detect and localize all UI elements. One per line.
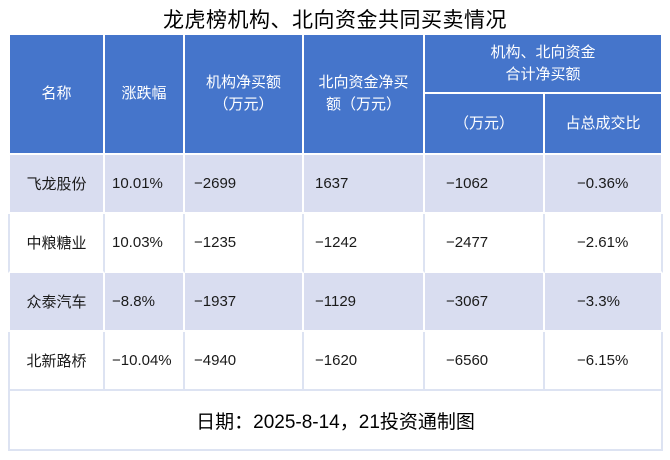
page-title: 龙虎榜机构、北向资金共同买卖情况 bbox=[163, 9, 507, 32]
table-row: 北新路桥 −10.04% −4940 −1620 −6560 −6.15% bbox=[8, 332, 664, 391]
cell-stock-name: 飞龙股份 bbox=[8, 155, 105, 214]
cell-ratio: −0.36% bbox=[545, 155, 664, 214]
cell-north-net: −1242 bbox=[304, 214, 425, 273]
col-header-name: 名称 bbox=[8, 35, 105, 155]
col-header-inst-net: 机构净买额 （万元） bbox=[185, 35, 304, 155]
col-header-change: 涨跌幅 bbox=[105, 35, 185, 155]
cell-inst-net: −1937 bbox=[185, 273, 304, 332]
cell-change: −10.04% bbox=[105, 332, 185, 391]
table-row: 飞龙股份 10.01% −2699 1637 −1062 −0.36% bbox=[8, 155, 664, 214]
col-header-combined-ratio: 占总成交比 bbox=[545, 94, 664, 155]
col-header-north-net: 北向资金净买 额（万元） bbox=[304, 35, 425, 155]
table-footer-row: 日期：2025-8-14，21投资通制图 bbox=[8, 391, 664, 451]
cell-change: 10.03% bbox=[105, 214, 185, 273]
cell-inst-net: −1235 bbox=[185, 214, 304, 273]
table-header: 名称 涨跌幅 机构净买额 （万元） 北向资金净买 额（万元） 机构、北向资金 合… bbox=[8, 35, 664, 155]
cell-change: −8.8% bbox=[105, 273, 185, 332]
cell-north-net: −1129 bbox=[304, 273, 425, 332]
footer-note: 日期：2025-8-14，21投资通制图 bbox=[8, 391, 664, 451]
cell-total-net: −6560 bbox=[425, 332, 545, 391]
cell-north-net: −1620 bbox=[304, 332, 425, 391]
cell-ratio: −6.15% bbox=[545, 332, 664, 391]
cell-ratio: −2.61% bbox=[545, 214, 664, 273]
cell-total-net: −2477 bbox=[425, 214, 545, 273]
cell-ratio: −3.3% bbox=[545, 273, 664, 332]
cell-stock-name: 众泰汽车 bbox=[8, 273, 105, 332]
col-header-combined-amount: （万元） bbox=[425, 94, 545, 155]
cell-stock-name: 北新路桥 bbox=[8, 332, 105, 391]
cell-total-net: −3067 bbox=[425, 273, 545, 332]
cell-stock-name: 中粮糖业 bbox=[8, 214, 105, 273]
table-row: 中粮糖业 10.03% −1235 −1242 −2477 −2.61% bbox=[8, 214, 664, 273]
cell-total-net: −1062 bbox=[425, 155, 545, 214]
cell-inst-net: −2699 bbox=[185, 155, 304, 214]
table-row: 众泰汽车 −8.8% −1937 −1129 −3067 −3.3% bbox=[8, 273, 664, 332]
cell-inst-net: −4940 bbox=[185, 332, 304, 391]
data-table: 名称 涨跌幅 机构净买额 （万元） 北向资金净买 额（万元） 机构、北向资金 合… bbox=[8, 35, 664, 451]
cell-north-net: 1637 bbox=[304, 155, 425, 214]
cell-change: 10.01% bbox=[105, 155, 185, 214]
col-header-combined-group: 机构、北向资金 合计净买额 bbox=[425, 35, 664, 94]
